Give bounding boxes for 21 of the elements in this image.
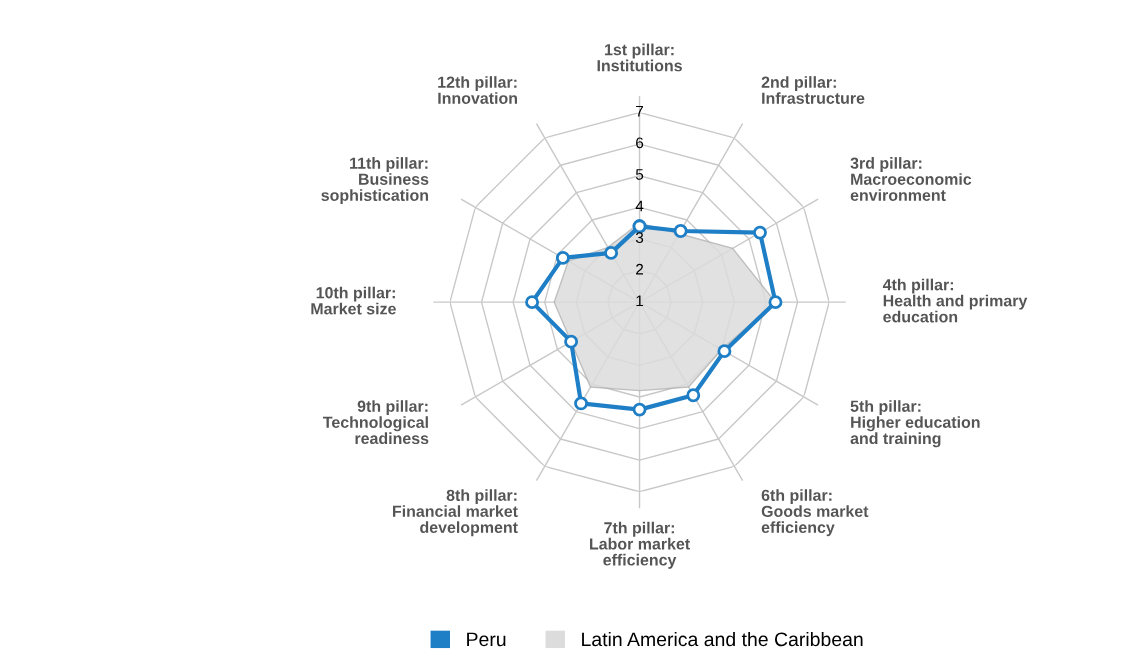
spoke-label: 2nd pillar: Infrastructure [761,76,865,104]
spoke-label: 10th pillar: Market size [311,286,396,315]
y-tick-label: 7 [636,105,644,117]
legend-label: Latin America and the Caribbean [582,631,863,647]
y-tick-label: 3 [635,232,644,244]
spoke-label: 1st pillar: Institutions [597,43,682,72]
spoke-label: 4th pillar: Health and primary education [882,278,1028,323]
spoke-label: 5th pillar: Higher education and training [850,400,980,448]
y-tick-label: 1 [636,295,644,307]
y-tick-label: 6 [636,137,644,149]
spoke-label: 12th pillar: Innovation [438,76,518,104]
spoke-label: 6th pillar: Goods market efficiency [761,489,869,537]
spoke-label: 9th pillar: Technological readiness [322,400,429,445]
y-tick-label: 4 [635,200,644,212]
spoke-label: 11th pillar: Business sophistication [321,157,429,205]
legend-label: Peru [467,632,506,647]
spoke-label: 7th pillar: Labor market efficiency [590,521,690,569]
y-tick-label: 5 [635,169,644,180]
spoke-label: 8th pillar: Financial market development [393,489,518,537]
spoke-label: 3rd pillar: Macroeconomic environment [850,157,972,201]
y-tick-label: 2 [636,263,644,275]
